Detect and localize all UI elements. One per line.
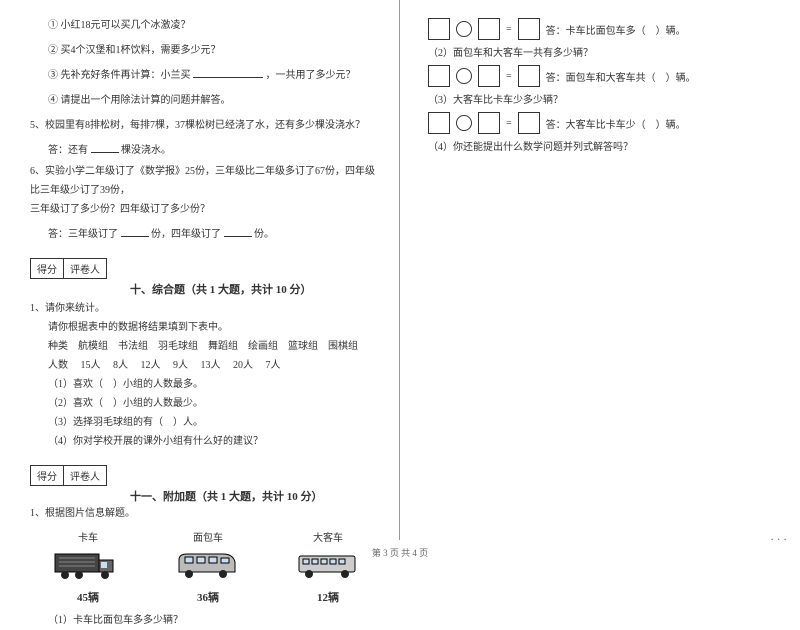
s11-1: 1、根据图片信息解题。	[30, 504, 379, 523]
q-2: ② 买4个汉堡和1杯饮料，需要多少元？	[30, 41, 379, 60]
score-boxes-11: 得分 评卷人	[30, 465, 107, 486]
s10-q2: （2）喜欢（ ）小组的人数最少。	[30, 394, 379, 413]
left-column: ① 小红18元可以买几个冰激凌？ ② 买4个汉堡和1杯饮料，需要多少元？ ③ 先…	[0, 0, 400, 540]
operand-box[interactable]	[478, 65, 500, 87]
q-6b: 三年级订了多少份？四年级订了多少份？	[30, 200, 379, 219]
score-label-11: 得分	[30, 465, 64, 486]
side-dots: ．．．	[770, 530, 794, 543]
bus-label: 大客车	[288, 529, 368, 544]
ans-2: 答：面包车和大客车共（ ）辆。	[546, 69, 696, 84]
bus-count: 12辆	[288, 589, 368, 605]
ans-3: 答：大客车比卡车少（ ）辆。	[546, 116, 686, 131]
page-footer: 第 3 页 共 4 页	[0, 546, 800, 559]
result-box[interactable]	[518, 112, 540, 134]
operand-box[interactable]	[428, 65, 450, 87]
result-box[interactable]	[518, 65, 540, 87]
q-1: ① 小红18元可以买几个冰激凌？	[30, 16, 379, 35]
q-6-ans: 答：三年级订了 份，四年级订了 份。	[30, 225, 379, 244]
van-label: 面包车	[168, 529, 248, 544]
vehicle-van: 面包车 36辆	[168, 529, 248, 605]
eq-row-3: = 答：大客车比卡车少（ ）辆。	[428, 112, 770, 134]
section-11-title: 十一、附加题（共 1 大题，共计 10 分）	[30, 488, 379, 504]
s10-q1: （1）喜欢（ ）小组的人数最多。	[30, 375, 379, 394]
q6-c: 份。	[254, 229, 274, 240]
s11-q1: （1）卡车比面包车多多少辆？	[30, 611, 379, 630]
section-10-title: 十、综合题（共 1 大题，共计 10 分）	[30, 281, 379, 297]
reviewer-label-11: 评卷人	[64, 465, 107, 486]
section-10-header: 得分 评卷人	[30, 244, 379, 281]
operand-box[interactable]	[428, 112, 450, 134]
eq-row-1: = 答：卡车比面包车多（ ）辆。	[428, 18, 770, 40]
operator-circle[interactable]	[456, 21, 472, 37]
s10-table-data: 人数 15人 8人 12人 9人 13人 20人 7人	[30, 356, 379, 375]
q3-blank[interactable]	[193, 68, 263, 78]
q6-a: 答：三年级订了	[48, 229, 118, 240]
s10-q4: （4）你对学校开展的课外小组有什么好的建议？	[30, 432, 379, 451]
vehicle-row: 卡车 45辆 面包车	[30, 529, 379, 605]
section-11-header: 得分 评卷人	[30, 451, 379, 488]
equals-sign: =	[506, 24, 512, 35]
ans-1: 答：卡车比面包车多（ ）辆。	[546, 22, 686, 37]
r-q3: （3）大客车比卡车少多少辆？	[428, 91, 770, 110]
page-layout: ① 小红18元可以买几个冰激凌？ ② 买4个汉堡和1杯饮料，需要多少元？ ③ 先…	[0, 0, 800, 540]
equals-sign: =	[506, 71, 512, 82]
truck-label: 卡车	[48, 529, 128, 544]
s10-table-header: 种类 航模组 书法组 羽毛球组 舞蹈组 绘画组 篮球组 围棋组	[30, 337, 379, 356]
right-column: = 答：卡车比面包车多（ ）辆。 （2）面包车和大客车一共有多少辆？ = 答：面…	[400, 0, 800, 540]
q3-text-a: ③ 先补充好条件再计算：小兰买	[48, 70, 191, 81]
eq-row-2: = 答：面包车和大客车共（ ）辆。	[428, 65, 770, 87]
q5-blank[interactable]	[91, 143, 119, 153]
result-box[interactable]	[518, 18, 540, 40]
s10-2: 请你根据表中的数据将结果填到下表中。	[30, 318, 379, 337]
q6-b: 份，四年级订了	[151, 229, 221, 240]
q5-ans-a: 答：还有	[48, 145, 88, 156]
truck-count: 45辆	[48, 589, 128, 605]
operand-box[interactable]	[478, 18, 500, 40]
q3-text-b: ，一共用了多少元？	[266, 70, 356, 81]
score-boxes-10: 得分 评卷人	[30, 258, 107, 279]
equals-sign: =	[506, 118, 512, 129]
q-5: 5、校园里有8排松树，每排7棵，37棵松树已经浇了水，还有多少棵没浇水？	[30, 116, 379, 135]
score-label: 得分	[30, 258, 64, 279]
vehicle-bus: 大客车 12辆	[288, 529, 368, 605]
s10-q3: （3）选择羽毛球组的有（ ）人。	[30, 413, 379, 432]
q6-blank1[interactable]	[121, 227, 149, 237]
s10-1: 1、请你来统计。	[30, 299, 379, 318]
q-6a: 6、实验小学二年级订了《数学报》25份，三年级比二年级多订了67份，四年级比三年…	[30, 162, 379, 200]
q-5-ans: 答：还有 棵没浇水。	[30, 141, 379, 160]
van-count: 36辆	[168, 589, 248, 605]
q6-blank2[interactable]	[224, 227, 252, 237]
q-3: ③ 先补充好条件再计算：小兰买 ，一共用了多少元？	[30, 66, 379, 85]
r-q2: （2）面包车和大客车一共有多少辆？	[428, 44, 770, 63]
r-q4: （4）你还能提出什么数学问题并列式解答吗？	[428, 138, 770, 157]
reviewer-label: 评卷人	[64, 258, 107, 279]
vehicle-truck: 卡车 45辆	[48, 529, 128, 605]
operator-circle[interactable]	[456, 68, 472, 84]
operand-box[interactable]	[478, 112, 500, 134]
q-4: ④ 请提出一个用除法计算的问题并解答。	[30, 91, 379, 110]
operand-box[interactable]	[428, 18, 450, 40]
q5-ans-b: 棵没浇水。	[121, 145, 171, 156]
operator-circle[interactable]	[456, 115, 472, 131]
